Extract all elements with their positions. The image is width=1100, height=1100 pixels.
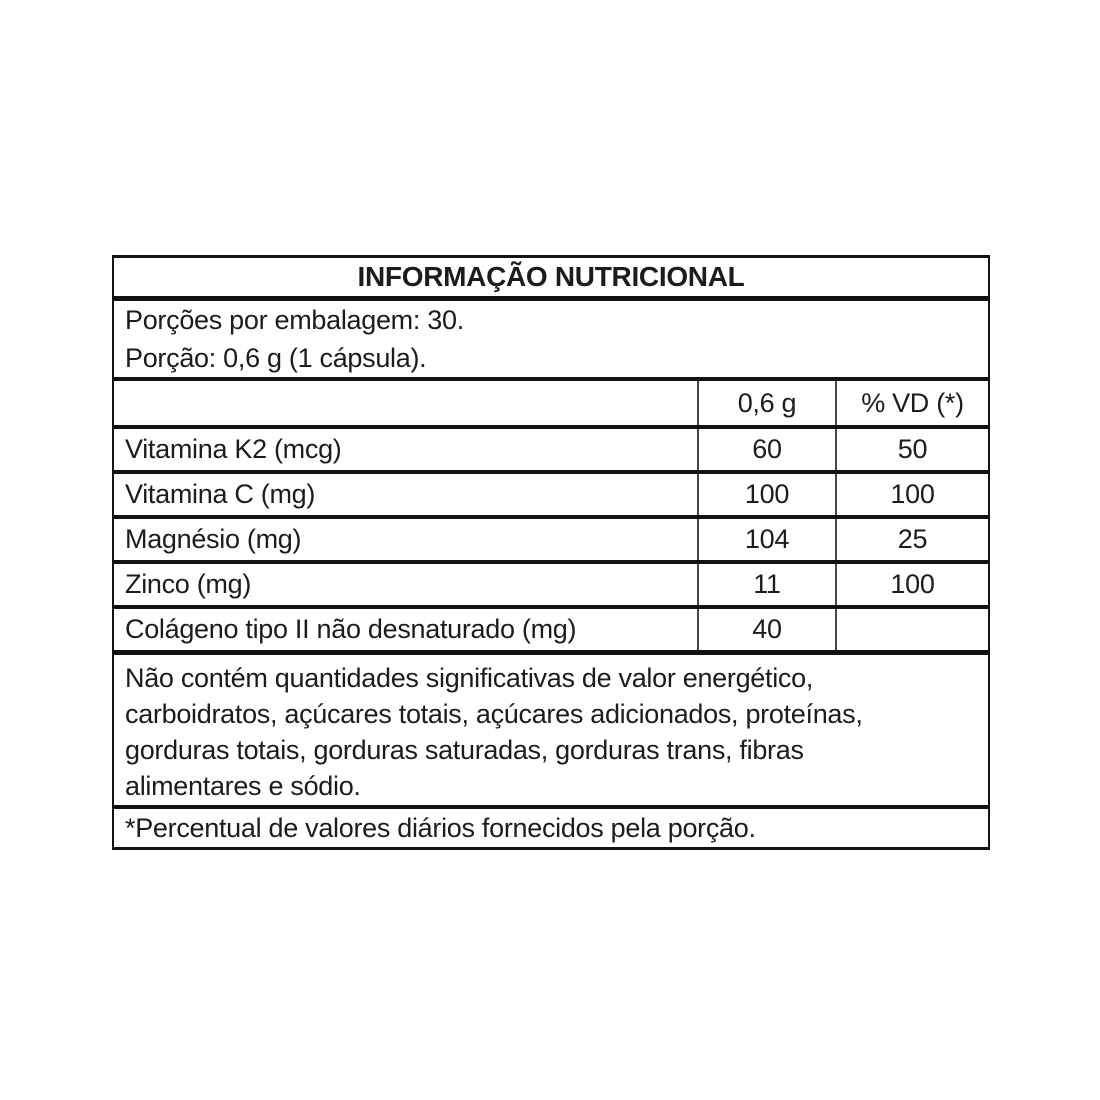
nutrient-row: Vitamina K2 (mcg) 60 50 [114, 429, 988, 470]
nutrient-dv: 100 [835, 564, 988, 605]
servings-per-package: Porções por embalagem: 30. [125, 305, 464, 335]
nutrient-row: Magnésio (mg) 104 25 [114, 519, 988, 560]
note-line: gorduras totais, gorduras saturadas, gor… [125, 735, 804, 765]
nutrient-amount: 11 [697, 564, 835, 605]
nutrient-amount: 100 [697, 474, 835, 515]
row-divider [114, 605, 988, 609]
nutrient-amount: 40 [697, 609, 835, 650]
dv-column-header: % VD (*) [835, 381, 988, 425]
nutrient-dv: 25 [835, 519, 988, 560]
row-divider [114, 515, 988, 519]
nutrient-row: Colágeno tipo II não desnaturado (mg) 40 [114, 609, 988, 650]
nutrient-dv: 50 [835, 429, 988, 470]
note-line: alimentares e sódio. [125, 771, 361, 801]
table-title: INFORMAÇÃO NUTRICIONAL [357, 261, 745, 292]
nutrient-label: Zinco (mg) [125, 569, 252, 599]
daily-value-footnote: *Percentual de valores diários fornecido… [125, 813, 756, 843]
serving-size: Porção: 0,6 g (1 cápsula). [125, 343, 427, 373]
empty-header-cell [114, 381, 697, 425]
nutrient-row: Zinco (mg) 11 100 [114, 564, 988, 605]
row-divider [114, 470, 988, 474]
nutrient-label: Magnésio (mg) [125, 524, 302, 554]
serving-info: Porções por embalagem: 30. Porção: 0,6 g… [114, 301, 988, 377]
nutrient-row: Vitamina C (mg) 100 100 [114, 474, 988, 515]
section-divider [114, 377, 988, 381]
nutrient-dv: 100 [835, 474, 988, 515]
insignificant-amounts-note: Não contém quantidades significativas de… [114, 655, 988, 805]
section-divider [114, 650, 988, 655]
amount-column-header: 0,6 g [697, 381, 835, 425]
footnote-divider [114, 805, 988, 809]
note-line: carboidratos, açúcares totais, açúcares … [125, 699, 863, 729]
row-divider [114, 560, 988, 564]
nutrient-dv [835, 609, 988, 650]
section-divider [114, 425, 988, 429]
nutrient-label: Vitamina K2 (mcg) [125, 434, 342, 464]
nutrition-facts-table: INFORMAÇÃO NUTRICIONAL Porções por embal… [112, 255, 990, 850]
note-line: Não contém quantidades significativas de… [125, 663, 814, 693]
nutrient-rows: Vitamina K2 (mcg) 60 50 Vitamina C (mg) … [114, 429, 988, 650]
column-header-row: 0,6 g % VD (*) [114, 381, 988, 425]
nutrient-amount: 104 [697, 519, 835, 560]
nutrient-amount: 60 [697, 429, 835, 470]
nutrient-label: Vitamina C (mg) [125, 479, 316, 509]
nutrient-label: Colágeno tipo II não desnaturado (mg) [125, 614, 577, 644]
title-divider [114, 296, 988, 301]
